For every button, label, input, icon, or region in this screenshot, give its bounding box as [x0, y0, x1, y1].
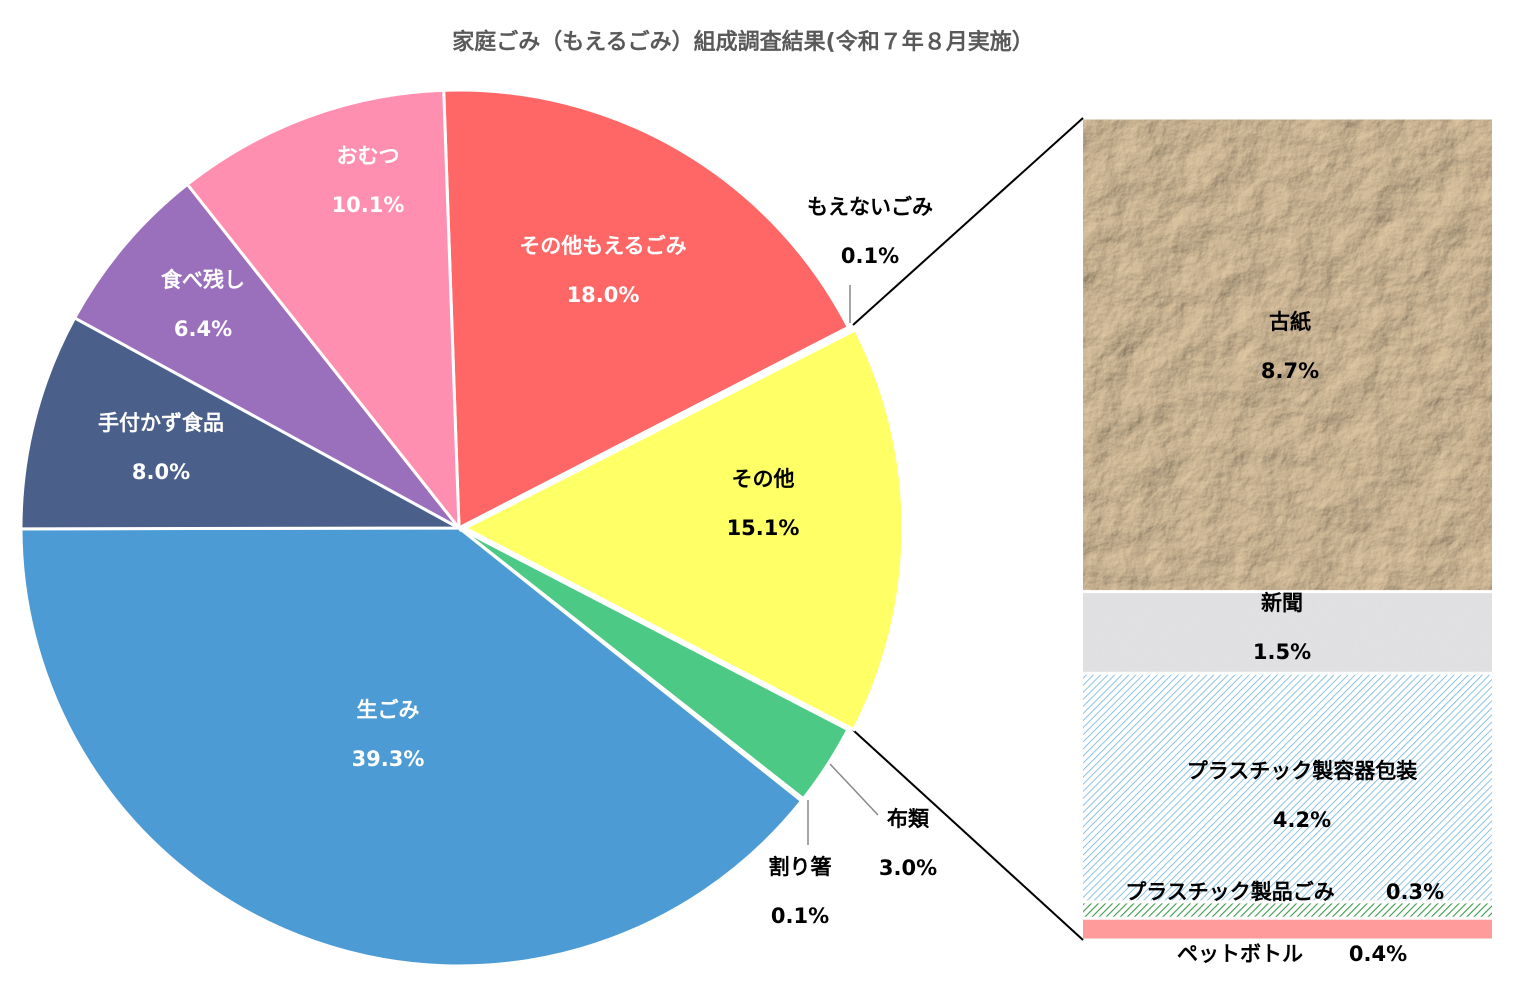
segment-value-label: 8.7%: [1261, 359, 1319, 383]
segment-value-label: 1.5%: [1253, 640, 1311, 664]
bar-segment: [1083, 903, 1492, 917]
pie-slice: [19, 315, 460, 531]
segment-label: ペットボトル: [1177, 942, 1303, 966]
slice-value-label: 39.3%: [352, 747, 425, 771]
slice-label: おむつ: [337, 144, 400, 168]
segment-label: 古紙: [1269, 310, 1311, 334]
connector-line: [852, 117, 1084, 326]
slice-value-label: 3.0%: [879, 856, 937, 880]
slice-value-label: 0.1%: [771, 904, 829, 928]
segment-label: プラスチック製品ごみ: [1125, 880, 1335, 904]
leader-line: [829, 763, 879, 816]
slice-value-label: 18.0%: [567, 283, 640, 307]
slice-label: その他: [732, 467, 795, 491]
slice-label: 割り箸: [769, 855, 832, 879]
slice-value-label: 6.4%: [174, 317, 232, 341]
slice-label: 食べ残し: [161, 268, 245, 292]
bar-segment: [1083, 593, 1492, 672]
slice-value-label: 10.1%: [332, 193, 405, 217]
segment-value-label: 4.2%: [1273, 808, 1331, 832]
slice-value-label: 15.1%: [727, 516, 800, 540]
slice-value-label: 8.0%: [132, 460, 190, 484]
slice-value-label: 0.1%: [841, 244, 899, 268]
segment-value-label: 0.3%: [1386, 880, 1444, 904]
pie-slice: [458, 325, 852, 530]
slice-label: その他もえるごみ: [519, 234, 686, 258]
segment-label: プラスチック製容器包装: [1187, 759, 1418, 783]
pie-slice: [19, 526, 804, 968]
pie-slice: [72, 182, 461, 530]
slice-label: 手付かず食品: [98, 411, 224, 435]
pie: [19, 88, 905, 968]
segment-label: 新聞: [1261, 591, 1303, 615]
bar-segment: [1083, 919, 1492, 939]
slice-label: 生ごみ: [357, 698, 420, 722]
slice-label: 布類: [887, 807, 930, 831]
segment-value-label: 0.4%: [1349, 942, 1407, 966]
chart-title: 家庭ごみ（もえるごみ）組成調査結果(令和７年８月実施）: [452, 29, 1033, 55]
pie-slice: [461, 327, 905, 732]
pie-slice: [442, 88, 851, 531]
slice-label: もえないごみ: [807, 195, 933, 219]
bar-segment: [1083, 119, 1492, 591]
pie-slice: [185, 88, 461, 533]
bar-segment: [1083, 674, 1492, 901]
connector-line: [852, 729, 1084, 941]
